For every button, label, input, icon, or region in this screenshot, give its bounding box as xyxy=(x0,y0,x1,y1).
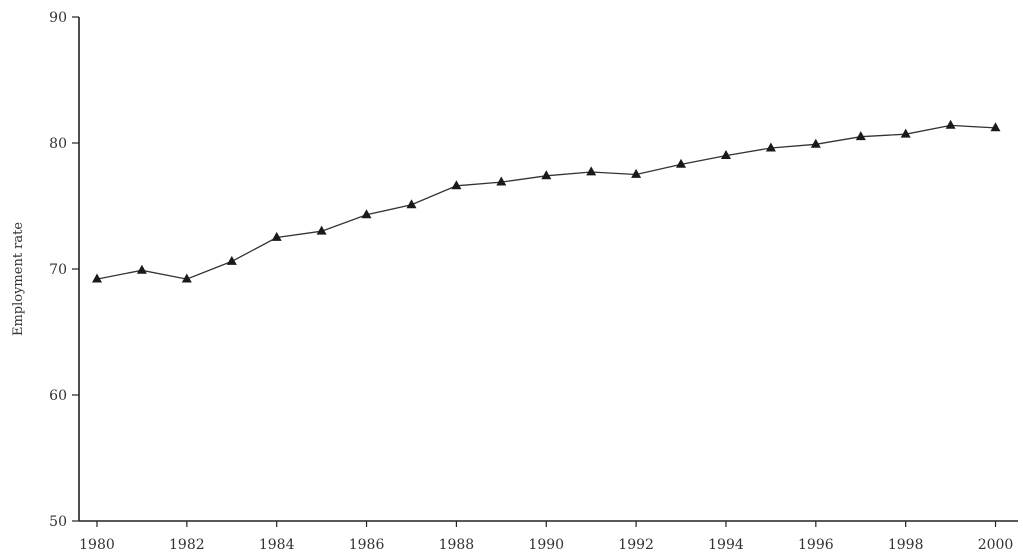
data-point-1982 xyxy=(181,273,192,283)
data-point-1990 xyxy=(541,170,552,180)
data-point-1998 xyxy=(900,128,911,138)
x-tick-label-1982: 1982 xyxy=(169,537,205,553)
axes xyxy=(78,17,1018,522)
data-point-1987 xyxy=(406,199,417,209)
data-point-1980 xyxy=(92,273,102,283)
data-point-1988 xyxy=(451,180,462,190)
data-point-1981 xyxy=(136,264,147,274)
data-point-1997 xyxy=(855,131,866,141)
data-point-1985 xyxy=(316,225,327,235)
y-tick-label-70: 70 xyxy=(49,262,67,278)
data-point-1993 xyxy=(676,158,686,168)
y-tick-label-80: 80 xyxy=(49,136,67,152)
data-point-1999 xyxy=(945,119,956,129)
data-point-1992 xyxy=(631,168,642,178)
data-point-1986 xyxy=(361,209,372,219)
x-tick-label-1996: 1996 xyxy=(798,537,834,553)
data-point-1995 xyxy=(765,142,776,152)
x-tick-label-1984: 1984 xyxy=(259,537,295,553)
x-tick-label-1988: 1988 xyxy=(439,537,475,553)
x-axis-ticks: 1980 1982 1984 1986 1988 1990 1992 1994 1996 1998… xyxy=(79,521,1013,553)
y-tick-label-50: 50 xyxy=(49,514,67,530)
x-tick-label-1992: 1992 xyxy=(618,537,654,553)
y-axis-title: Employment rate xyxy=(11,222,26,336)
x-tick-label-1980: 1980 xyxy=(79,537,115,553)
data-point-1984 xyxy=(271,231,282,241)
x-tick-label-1986: 1986 xyxy=(349,537,385,553)
y-axis-ticks: 50 60 70 80 90 xyxy=(49,10,79,530)
x-tick-label-2000: 2000 xyxy=(978,537,1014,553)
data-point-1994 xyxy=(721,150,731,159)
data-point-1996 xyxy=(810,138,821,148)
series-layer xyxy=(92,119,1001,283)
data-point-1983 xyxy=(226,255,237,265)
data-point-1989 xyxy=(496,176,507,186)
x-tick-label-1998: 1998 xyxy=(888,537,924,553)
data-point-1991 xyxy=(586,166,597,176)
x-tick-label-1994: 1994 xyxy=(708,537,744,553)
y-tick-label-90: 90 xyxy=(49,10,67,26)
y-tick-label-60: 60 xyxy=(49,388,67,404)
x-tick-label-1990: 1990 xyxy=(528,537,564,553)
data-point-2000 xyxy=(990,122,1001,132)
